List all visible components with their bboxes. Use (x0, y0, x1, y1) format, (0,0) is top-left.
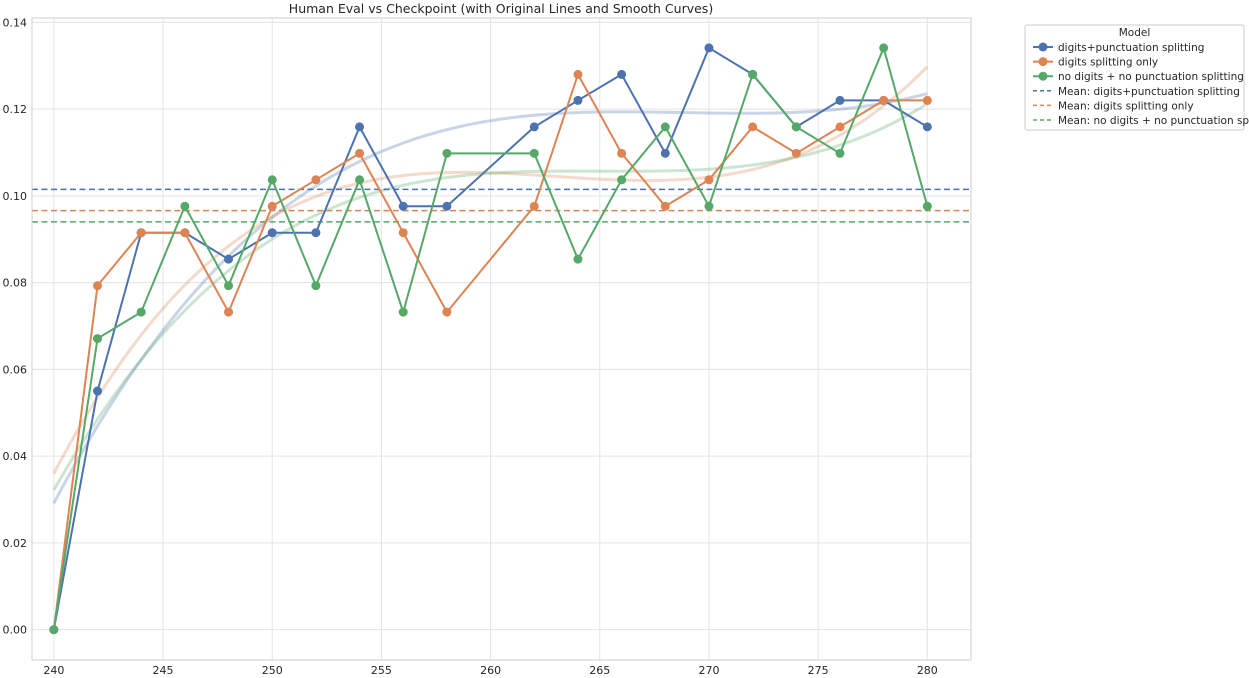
y-tick-label: 0.00 (3, 624, 28, 637)
point-series-2 (660, 201, 670, 211)
point-series-3 (660, 122, 670, 132)
legend-label: Mean: digits splitting only (1058, 100, 1194, 112)
point-series-1 (224, 254, 234, 264)
point-series-2 (573, 69, 583, 79)
point-series-3 (529, 148, 539, 158)
point-series-2 (835, 122, 845, 132)
x-tick-label: 265 (589, 664, 610, 677)
legend-label: digits splitting only (1058, 57, 1158, 69)
x-tick-label: 250 (262, 664, 283, 677)
legend-label: Mean: digits+punctuation splitting (1058, 86, 1240, 98)
series-points (49, 43, 932, 635)
smooth-curve-series-2 (52, 65, 929, 475)
point-series-2 (617, 148, 627, 158)
smooth-curves (52, 65, 929, 505)
point-series-1 (267, 228, 277, 238)
point-series-3 (93, 334, 103, 344)
legend-label: Mean: no digits + no punctuation splitti… (1058, 115, 1249, 127)
point-series-3 (49, 625, 59, 635)
point-series-2 (529, 201, 539, 211)
point-series-3 (442, 148, 452, 158)
plot-frame (31, 17, 972, 661)
point-series-1 (529, 122, 539, 132)
y-tick-label: 0.14 (3, 16, 28, 29)
point-series-3 (791, 122, 801, 132)
x-tick-label: 255 (371, 664, 392, 677)
y-tick-label: 0.08 (3, 277, 28, 290)
legend-label: no digits + no punctuation splitting (1058, 71, 1244, 83)
point-series-3 (136, 307, 146, 317)
point-series-2 (704, 175, 714, 185)
legend-title: Model (1119, 27, 1151, 39)
point-series-2 (922, 95, 932, 105)
point-series-3 (573, 254, 583, 264)
point-series-1 (398, 201, 408, 211)
y-tick-label: 0.12 (3, 103, 28, 116)
legend-box (1024, 24, 1245, 131)
legend-marker (1038, 71, 1048, 81)
point-series-3 (398, 307, 408, 317)
point-series-2 (398, 228, 408, 238)
point-series-2 (879, 95, 889, 105)
point-series-3 (922, 201, 932, 211)
x-tick-label: 240 (43, 664, 64, 677)
legend-marker (1038, 42, 1048, 52)
point-series-1 (442, 201, 452, 211)
point-series-3 (748, 69, 758, 79)
x-tick-labels: 240 245 250 255 260 265 270 275 280 (43, 664, 937, 677)
chart-title: Human Eval vs Checkpoint (with Original … (289, 1, 713, 16)
series-lines (52, 44, 929, 630)
legend: Model digits+punctuation splitting digits … (1024, 24, 1249, 131)
y-tick-label: 0.02 (3, 537, 28, 550)
smooth-curve-series-3 (52, 102, 929, 491)
y-tick-label: 0.06 (3, 363, 28, 376)
point-series-2 (442, 307, 452, 317)
point-series-1 (311, 228, 321, 238)
line-series-2 (52, 71, 928, 630)
point-series-3 (704, 201, 714, 211)
point-series-1 (704, 43, 714, 53)
grid (32, 18, 971, 660)
point-series-1 (355, 122, 365, 132)
x-tick-label: 260 (480, 664, 501, 677)
y-tick-labels: 0.00 0.02 0.04 0.06 0.08 0.10 0.12 0.14 (3, 16, 28, 636)
point-series-1 (660, 148, 670, 158)
point-series-3 (835, 148, 845, 158)
point-series-2 (136, 228, 146, 238)
point-series-1 (93, 386, 103, 396)
legend-label: digits+punctuation splitting (1058, 42, 1204, 54)
point-series-2 (355, 148, 365, 158)
point-series-1 (617, 69, 627, 79)
point-series-2 (311, 175, 321, 185)
point-series-3 (267, 175, 277, 185)
point-series-2 (180, 228, 190, 238)
point-series-3 (180, 201, 190, 211)
x-tick-label: 275 (808, 664, 829, 677)
point-series-1 (922, 122, 932, 132)
point-series-3 (879, 43, 889, 53)
x-tick-label: 280 (917, 664, 938, 677)
point-series-3 (617, 175, 627, 185)
point-series-1 (573, 95, 583, 105)
point-series-3 (355, 175, 365, 185)
point-series-3 (224, 281, 234, 291)
line-series-3 (52, 44, 929, 630)
point-series-2 (748, 122, 758, 132)
y-tick-label: 0.10 (3, 190, 28, 203)
x-tick-label: 270 (698, 664, 719, 677)
point-series-2 (791, 148, 801, 158)
point-series-2 (93, 281, 103, 291)
point-series-2 (267, 201, 277, 211)
point-series-1 (835, 95, 845, 105)
point-series-3 (311, 281, 321, 291)
y-tick-label: 0.04 (3, 450, 28, 463)
mean-lines (32, 188, 971, 223)
x-tick-label: 245 (153, 664, 174, 677)
point-series-2 (224, 307, 234, 317)
legend-marker (1038, 57, 1048, 67)
smooth-curve-series-1 (52, 92, 928, 505)
